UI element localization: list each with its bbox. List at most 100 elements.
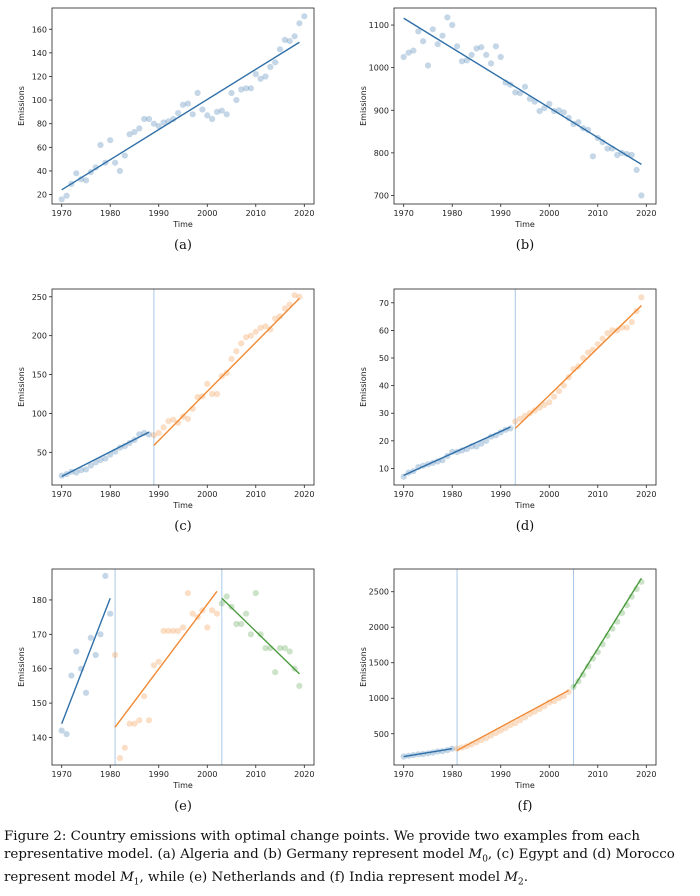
chart-b-point-0-42 (604, 145, 611, 152)
chart-c-point-0-9 (102, 455, 109, 462)
chart-f-ytick-label-3: 2000 (369, 623, 389, 632)
chart-d-ytick-label-1: 20 (379, 437, 389, 446)
chart-c-point-0-6 (87, 462, 94, 469)
chart-d-point-1-8 (551, 393, 558, 400)
chart-c-point-0-7 (92, 459, 99, 466)
chart-a-point-0-40 (252, 71, 259, 78)
chart-b-panel-label: (b) (516, 238, 534, 253)
chart-b-point-0-6 (429, 26, 436, 33)
chart-a-ytick-label-7: 160 (32, 25, 47, 34)
chart-b-xtick-label-4: 2010 (588, 209, 608, 218)
chart-d-point-1-9 (555, 388, 563, 395)
chart-a-point-0-30 (204, 112, 211, 119)
chart-e-fit-line-1 (114, 590, 218, 728)
chart-b-point-0-14 (468, 51, 475, 59)
chart-e-point-1-0 (112, 651, 119, 659)
chart-b-point-0-38 (585, 126, 592, 133)
chart-a-ytick-label-0: 20 (37, 191, 47, 200)
chart-e-point-2-5 (243, 610, 250, 617)
chart-c-point-1-11 (204, 380, 211, 387)
chart-d-point-1-23 (623, 324, 630, 331)
chart-e-xtick-label-4: 2010 (246, 770, 266, 779)
chart-f-point-1-9 (497, 727, 504, 734)
chart-a-point-0-0 (58, 196, 65, 203)
chart-d-ytick-label-0: 10 (379, 464, 389, 473)
chart-e-ytick-label-2: 160 (32, 665, 47, 674)
chart-e-point-2-1 (223, 593, 230, 600)
chart-c-point-1-23 (262, 323, 269, 330)
chart-e-point-2-12 (276, 645, 284, 652)
chart-f-point-1-13 (517, 717, 524, 724)
chart-e-point-2-14 (286, 648, 293, 655)
chart-b-point-0-16 (478, 44, 485, 51)
chart-e-point-2-3 (233, 620, 240, 628)
chart-d-ytick-label-5: 60 (379, 326, 389, 335)
chart-d-ytick-label-4: 50 (379, 354, 389, 363)
chart-a-frame (51, 7, 315, 205)
chart-a-fit-line-0 (61, 41, 300, 191)
chart-b-xtick-label-2: 1990 (491, 209, 511, 218)
chart-e-point-2-16 (296, 682, 303, 689)
chart-b-ytick-label-2: 900 (374, 106, 389, 115)
chart-d-point-1-26 (638, 294, 645, 301)
chart-e-point-2-13 (281, 645, 288, 652)
chart-e-point-2-8 (257, 631, 264, 638)
chart-a-ytick-label-4: 100 (32, 96, 47, 105)
chart-f-ytick-label-2: 1500 (369, 659, 389, 668)
chart-e-point-2-7 (252, 590, 259, 597)
model-m2: M (504, 869, 518, 885)
chart-e-point-1-5 (136, 717, 143, 724)
chart-e-point-1-16 (189, 610, 196, 617)
chart-c-fit-line-0 (61, 431, 150, 478)
chart-b-ylabel: Emissions (359, 86, 368, 126)
chart-f-panel-label: (f) (518, 799, 533, 814)
chart-d-ytick-label-6: 70 (379, 299, 389, 308)
chart-b-point-0-13 (463, 57, 470, 64)
chart-a-ylabel: Emissions (17, 86, 26, 126)
chart-e-point-1-8 (150, 662, 157, 669)
chart-c-point-0-8 (97, 457, 104, 464)
chart-a-point-0-42 (262, 73, 269, 80)
chart-c-ytick-label-2: 150 (32, 371, 47, 380)
chart-a-point-0-49 (296, 20, 303, 27)
chart-f-frame (393, 568, 657, 766)
chart-b-point-0-10 (449, 21, 456, 29)
chart-a-point-0-10 (107, 137, 114, 144)
chart-d-point-1-19 (604, 330, 611, 337)
chart-d-point-0-15 (473, 443, 480, 450)
chart-a-point-0-45 (276, 46, 284, 53)
chart-b-point-0-32 (555, 107, 563, 114)
chart-f-xtick-label-5: 2020 (636, 770, 656, 779)
chart-e-point-1-10 (160, 627, 167, 634)
chart-b-point-0-44 (614, 151, 621, 159)
chart-e-point-0-6 (87, 634, 94, 641)
chart-a-svg: 1970 1980 1990 2000 2010 20202040608010012014… (17, 7, 315, 253)
chart-panel-b: 1970 1980 1990 2000 2010 2020 700 800 900 1000 110… (350, 2, 690, 253)
model-m1: M (120, 869, 134, 885)
chart-a-xtick-label-0: 1970 (52, 209, 72, 218)
chart-e-point-2-0 (218, 600, 225, 607)
chart-a-point-0-21 (160, 119, 167, 126)
chart-d-xtick-label-4: 2010 (588, 490, 608, 499)
chart-a-xlabel: Time (172, 220, 193, 229)
chart-f-svg: 1970 1980 1990 2000 2010 2020 500 1000 1500 2000 2… (359, 568, 657, 814)
chart-a-point-0-48 (291, 33, 298, 40)
chart-a-point-0-34 (223, 111, 230, 118)
chart-c-svg: 1970 1980 1990 2000 2010 2020 50 100 150 200 250 Ti… (17, 288, 314, 534)
chart-d-point-1-18 (599, 335, 606, 342)
chart-e-ytick-label-0: 140 (32, 733, 47, 742)
chart-a-point-0-24 (175, 110, 182, 117)
chart-c-point-1-22 (257, 324, 264, 331)
chart-e-point-1-4 (131, 720, 138, 727)
chart-c-point-1-3 (165, 418, 172, 425)
chart-a-point-0-41 (257, 75, 264, 82)
chart-c-point-1-30 (296, 293, 303, 300)
chart-e-ytick-label-1: 150 (32, 699, 47, 708)
caption-mid: , (c) Egypt and (d) Morocco represent mo… (4, 846, 675, 885)
chart-a-point-0-27 (189, 111, 196, 118)
chart-f-xlabel: Time (514, 781, 535, 790)
chart-a-point-0-37 (238, 86, 245, 93)
chart-e-xtick-label-5: 2020 (294, 770, 314, 779)
chart-a-point-0-47 (286, 38, 293, 45)
chart-e-point-1-3 (126, 720, 133, 727)
